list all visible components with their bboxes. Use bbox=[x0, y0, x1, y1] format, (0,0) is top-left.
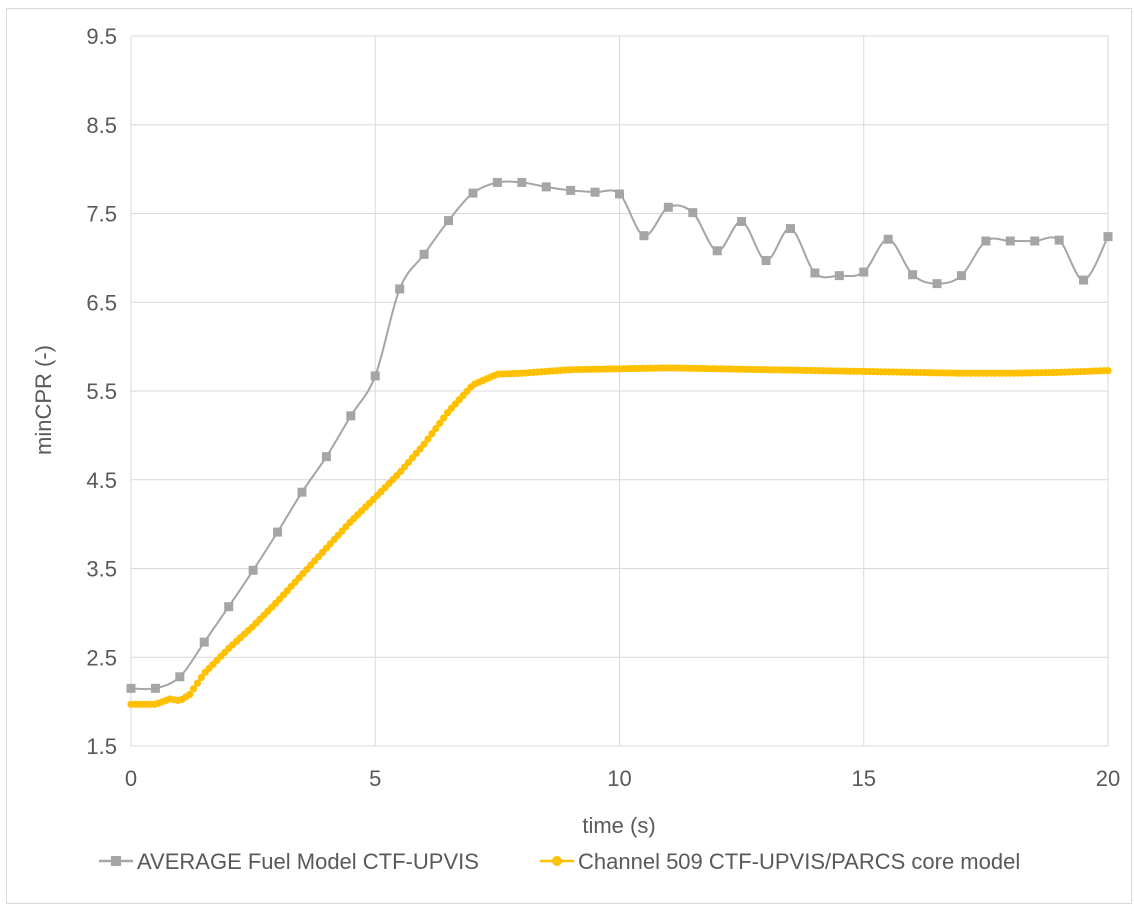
data-point-square bbox=[444, 216, 454, 226]
x-tick-label: 15 bbox=[852, 766, 876, 791]
series-1 bbox=[127, 364, 1112, 708]
data-point-square bbox=[248, 565, 258, 575]
data-point-square bbox=[297, 487, 307, 497]
data-point-square bbox=[517, 177, 527, 187]
data-point-square bbox=[737, 216, 747, 226]
data-point-square bbox=[615, 189, 624, 199]
legend-item-average-fuel-model: AVERAGE Fuel Model CTF-UPVIS bbox=[99, 849, 479, 874]
data-point-square bbox=[1005, 236, 1015, 246]
data-point-square bbox=[492, 177, 502, 187]
data-point-square bbox=[224, 602, 234, 612]
y-tick-label: 4.5 bbox=[86, 468, 117, 493]
y-tick-label: 3.5 bbox=[86, 557, 117, 582]
data-point-square bbox=[981, 236, 991, 246]
data-point-square bbox=[859, 267, 869, 277]
data-point-square bbox=[834, 271, 844, 281]
data-point-square bbox=[395, 284, 405, 294]
line-chart: 1.5 2.5 3.5 4.5 5.5 6.5 7.5 8.5 9.5 0 5 10 15 20 time… bbox=[31, 24, 1120, 874]
grid-layer bbox=[130, 35, 1109, 747]
data-point-square bbox=[150, 683, 160, 693]
data-point-square bbox=[1103, 232, 1113, 242]
legend-item-channel-509: Channel 509 CTF-UPVIS/PARCS core model bbox=[540, 849, 1020, 874]
legend-marker-square bbox=[111, 856, 121, 866]
x-tick-label: 0 bbox=[125, 766, 137, 791]
data-point-square bbox=[321, 452, 331, 462]
data-point-square bbox=[370, 371, 380, 381]
y-tick-label: 6.5 bbox=[86, 290, 117, 315]
x-tick-label: 10 bbox=[607, 766, 631, 791]
series-layer bbox=[126, 177, 1113, 708]
x-axis-title: time (s) bbox=[582, 813, 655, 838]
data-point-square bbox=[346, 411, 356, 421]
data-point-square bbox=[712, 246, 722, 256]
y-tick-label: 5.5 bbox=[86, 379, 117, 404]
data-point-square bbox=[126, 683, 136, 693]
axis-layer: 1.5 2.5 3.5 4.5 5.5 6.5 7.5 8.5 9.5 0 5 10 15 20 bbox=[86, 24, 1120, 791]
legend: AVERAGE Fuel Model CTF-UPVIS Channel 509… bbox=[99, 849, 1020, 874]
data-point-square bbox=[1054, 235, 1064, 245]
chart-frame: 1.5 2.5 3.5 4.5 5.5 6.5 7.5 8.5 9.5 0 5 10 15 20 time… bbox=[6, 8, 1132, 904]
x-tick-label: 5 bbox=[369, 766, 381, 791]
data-point-square bbox=[761, 256, 771, 266]
data-point-square bbox=[468, 188, 478, 198]
data-point-square bbox=[663, 202, 673, 212]
y-tick-label: 1.5 bbox=[86, 734, 117, 759]
y-axis-title: minCPR (-) bbox=[31, 345, 56, 455]
y-tick-label: 2.5 bbox=[86, 645, 117, 670]
data-point-square bbox=[541, 182, 551, 192]
data-point-square bbox=[590, 187, 600, 197]
data-point-square bbox=[908, 270, 918, 280]
data-point-square bbox=[810, 268, 820, 278]
data-point-square bbox=[175, 672, 185, 682]
series-line-channel-509 bbox=[130, 366, 1109, 706]
y-tick-label: 7.5 bbox=[86, 202, 117, 227]
data-point-square bbox=[932, 279, 942, 289]
data-point-square bbox=[688, 208, 698, 218]
data-point-square bbox=[1079, 275, 1089, 285]
data-point-square bbox=[566, 185, 576, 195]
data-point-square bbox=[639, 231, 649, 241]
data-point-square bbox=[956, 271, 966, 281]
data-point-square bbox=[419, 249, 429, 259]
data-point-square bbox=[785, 224, 795, 234]
data-point-square bbox=[273, 527, 283, 537]
legend-marker-circle bbox=[552, 856, 562, 866]
data-point-square bbox=[883, 234, 893, 244]
series-0 bbox=[126, 177, 1113, 693]
data-point-square bbox=[199, 637, 209, 647]
y-tick-label: 9.5 bbox=[86, 24, 117, 49]
y-tick-label: 8.5 bbox=[86, 113, 117, 138]
legend-label-channel-509: Channel 509 CTF-UPVIS/PARCS core model bbox=[578, 849, 1020, 874]
legend-label-average: AVERAGE Fuel Model CTF-UPVIS bbox=[137, 849, 479, 874]
x-tick-label: 20 bbox=[1096, 766, 1120, 791]
data-point-square bbox=[1030, 236, 1040, 246]
